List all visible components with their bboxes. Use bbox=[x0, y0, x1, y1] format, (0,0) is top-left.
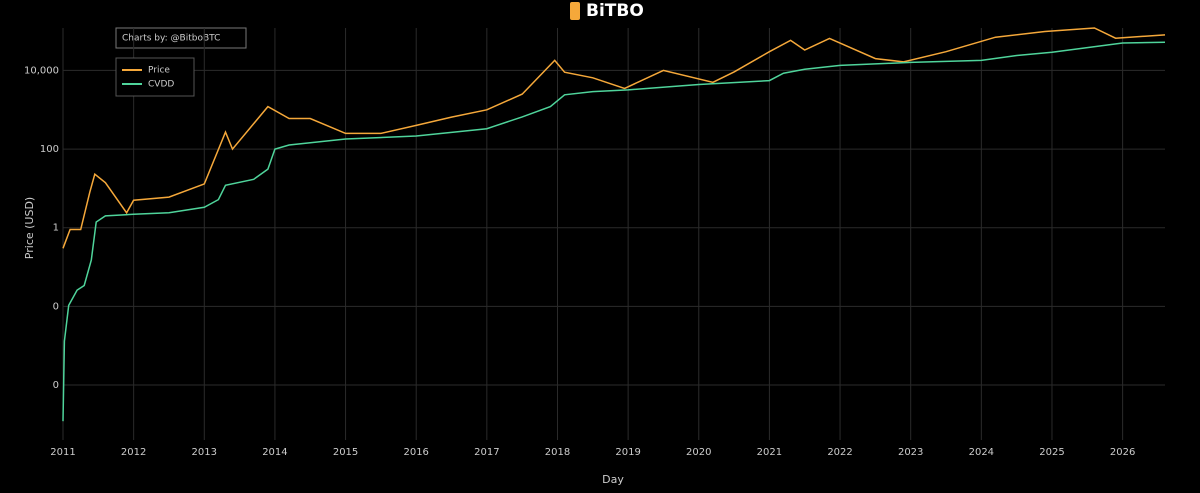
brand: BiTBO bbox=[586, 1, 644, 21]
y-tick-label: 0 bbox=[53, 380, 59, 391]
x-axis-label: Day bbox=[602, 473, 624, 486]
x-tick-label: 2025 bbox=[1039, 447, 1064, 458]
x-tick-label: 2013 bbox=[192, 447, 217, 458]
x-tick-label: 2016 bbox=[403, 447, 428, 458]
x-tick-label: 2018 bbox=[545, 447, 570, 458]
y-tick-label: 100 bbox=[40, 144, 59, 155]
x-tick-label: 2020 bbox=[686, 447, 711, 458]
x-tick-label: 2026 bbox=[1110, 447, 1135, 458]
y-tick-label: 10,000 bbox=[24, 65, 59, 76]
x-tick-label: 2024 bbox=[969, 447, 994, 458]
y-tick-label: 0 bbox=[53, 301, 59, 312]
annotation: Charts by: @BitboBTC bbox=[122, 34, 220, 44]
x-tick-label: 2012 bbox=[121, 447, 146, 458]
x-tick-label: 2015 bbox=[333, 447, 358, 458]
legend-label: Price bbox=[148, 66, 170, 76]
y-tick-label: 1 bbox=[53, 223, 59, 234]
legend-label: CVDD bbox=[148, 80, 174, 90]
x-tick-label: 2011 bbox=[50, 447, 75, 458]
x-tick-label: 2021 bbox=[757, 447, 782, 458]
legend-box bbox=[115, 57, 195, 97]
line-series bbox=[62, 27, 1166, 249]
brand-logo bbox=[570, 2, 580, 20]
y-axis-label: Price (USD) bbox=[23, 197, 36, 259]
x-tick-label: 2014 bbox=[262, 447, 287, 458]
x-tick-label: 2022 bbox=[827, 447, 852, 458]
x-tick-label: 2017 bbox=[474, 447, 499, 458]
x-tick-label: 2019 bbox=[615, 447, 640, 458]
line-series bbox=[62, 41, 1166, 422]
x-tick-label: 2023 bbox=[898, 447, 923, 458]
annotation-box bbox=[115, 27, 247, 49]
